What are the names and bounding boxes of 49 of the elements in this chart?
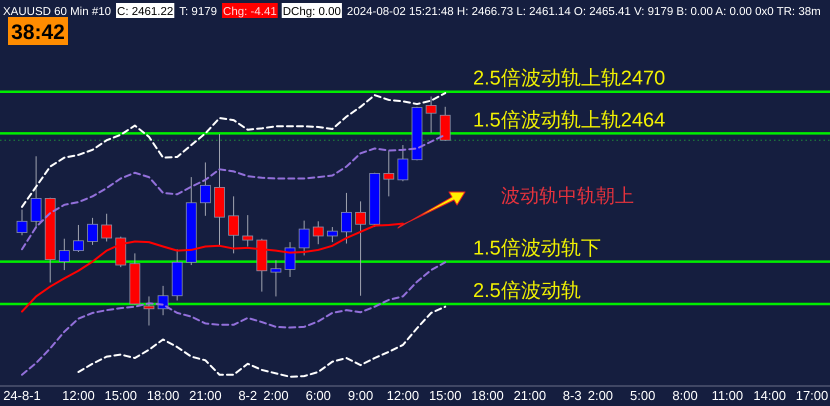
candlestick (270, 260, 282, 297)
x-tick-label: 15:00 (104, 388, 138, 403)
x-tick-label: 6:00 (306, 388, 331, 403)
text: 38:42 (11, 21, 65, 44)
candlestick (397, 144, 408, 182)
x-tick-label: 17:00 (796, 388, 828, 403)
candlestick (73, 224, 84, 252)
text: C: 2461.22 (117, 6, 174, 18)
ref-line-label: 2.5倍波动轨上轨2470 (473, 68, 666, 90)
x-tick-label: 9:00 (348, 388, 374, 403)
x-tick-label: 18:00 (146, 388, 180, 403)
ref-line-label: 1.5倍波动轨上轨2464 (473, 109, 666, 132)
candlestick (383, 150, 394, 197)
candlestick (312, 220, 324, 245)
text: T: 9179 (179, 6, 218, 18)
candlestick (58, 238, 70, 271)
text: 2024-08-02 15:21:48 H: 2466.73 L: 2461.14 O: 2465.41 V: 9179 B: 0.00 A: 0.00 0x0 TR: 38m (346, 6, 821, 18)
x-tick-label: 8:00 (672, 388, 698, 403)
x-tick-label: 14:00 (753, 388, 786, 403)
x-tick-label: 12:00 (62, 388, 95, 403)
x-tick-label: 11:00 (712, 388, 744, 403)
x-tick-label: 2:00 (263, 388, 289, 403)
candlestick (87, 217, 98, 246)
candlestick (16, 209, 28, 236)
candlestick (101, 213, 112, 242)
text: DChg: 0.00 (282, 6, 341, 18)
x-tick-label: 8-2 (238, 388, 258, 403)
candlestick (326, 226, 338, 243)
candlestick (30, 156, 42, 229)
candlestick (298, 220, 310, 256)
annotation: 波动轨中轨朝上 (501, 186, 634, 207)
x-tick-label: 15:00 (428, 388, 462, 403)
x-tick-label: 24-8-1 (3, 388, 41, 403)
x-tick-label: 21:00 (189, 388, 222, 403)
x-tick-label: 12:00 (386, 388, 420, 403)
x-tick-label: 8-3 (562, 388, 582, 403)
x-tick-label: 18:00 (471, 388, 504, 403)
candlestick (144, 296, 154, 326)
x-tick-label: 21:00 (514, 388, 546, 403)
candlestick (284, 242, 296, 278)
candlestick (426, 96, 437, 134)
text: Chg: -4.41 (223, 6, 277, 18)
ref-line-label: 2.5倍波动轨 (473, 280, 581, 302)
chart-title: XAUUSD 60 Min #10 (3, 6, 112, 18)
x-tick-label: 5:00 (630, 388, 656, 403)
ref-line-label: 1.5倍波动轨下 (473, 238, 601, 260)
candlestick (200, 162, 211, 216)
candlestick (341, 192, 352, 244)
x-tick-label: 2:00 (588, 388, 614, 403)
